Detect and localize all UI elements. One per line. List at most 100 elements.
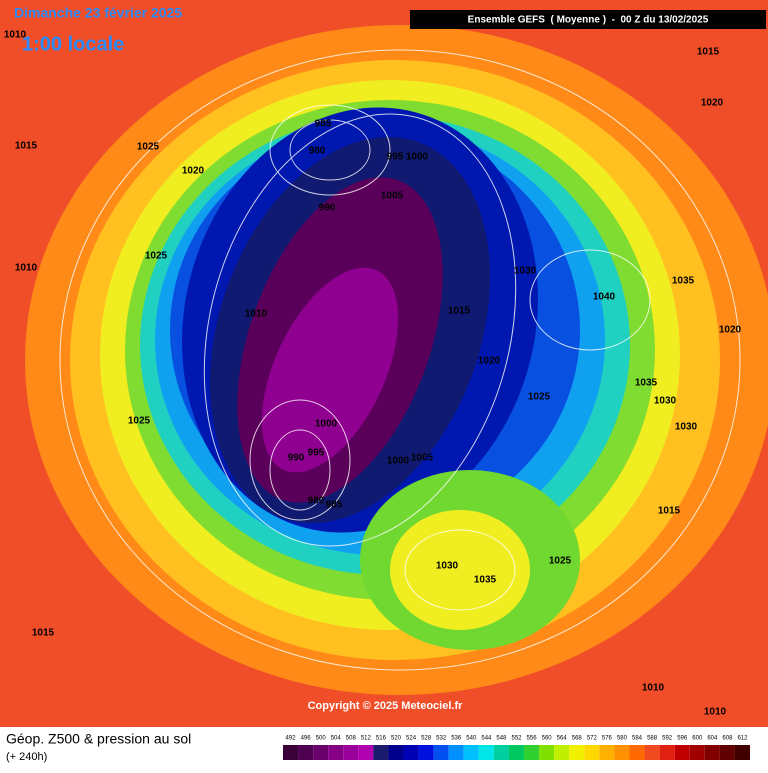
footer-title: Géop. Z500 & pression au sol [6,731,191,747]
legend-swatch [493,745,509,760]
legend-swatch [418,745,434,760]
isobar-label: 1035 [474,575,497,586]
isobar-label: 1010 [4,30,27,41]
isobar-label: 1010 [245,309,268,320]
isobar-label: 980 [309,146,326,157]
legend-label: 532 [436,736,447,742]
isobar-label: 1040 [593,292,616,303]
date-label: Dimanche 23 février 2025 [14,5,182,21]
isobar-label: 1025 [137,142,160,153]
legend-label: 556 [527,736,538,742]
isobar-label: 1005 [411,453,434,464]
isobar-label: 995 [308,448,325,459]
legend-label: 560 [542,736,553,742]
legend-label: 492 [286,736,297,742]
legend-label: 516 [376,736,387,742]
legend-label: 588 [647,736,658,742]
legend-label: 512 [361,736,372,742]
legend-label: 496 [301,736,312,742]
isobar-label: 1010 [704,707,727,718]
legend-label: 592 [662,736,673,742]
isobar-label: 1015 [697,47,720,58]
isobar-label: 1030 [514,266,537,277]
legend-swatch [313,745,329,760]
legend-swatch [478,745,494,760]
legend-label: 536 [451,736,462,742]
legend-label: 604 [707,736,718,742]
legend-swatch [508,745,525,760]
legend-swatch [524,745,540,760]
forecast-lead: (+ 240h) [6,751,47,763]
legend-swatch [448,745,464,760]
legend-swatch [539,745,555,760]
legend-label: 544 [481,736,492,742]
legend-label: 564 [557,736,568,742]
isobar-label: 1000 [406,152,429,163]
isobar-label: 1010 [15,263,38,274]
legend-swatch [283,745,299,760]
legend-swatch [403,745,419,760]
legend-swatch [343,745,359,760]
isobar-label: 1035 [672,276,695,287]
isobar-label: 1015 [15,141,38,152]
isobar-label: 990 [319,203,336,214]
isobar-label: 1015 [658,506,681,517]
header-box [410,10,766,29]
isobar-label: 1020 [182,166,205,177]
legend-label: 504 [331,736,342,742]
legend-swatch [644,745,660,760]
isobar-label: 1000 [387,456,410,467]
legend-swatch [659,745,675,760]
isobar-label: 1020 [701,98,724,109]
isobar-label: 985 [326,500,343,511]
copyright: Copyright © 2025 Meteociel.fr [308,700,464,712]
legend-label: 580 [617,736,628,742]
isobar-label: 1015 [32,628,55,639]
legend-swatch [584,745,600,760]
isobar-label: 985 [315,119,332,130]
legend-label: 576 [602,736,613,742]
isobar-label: 1000 [315,419,338,430]
legend-swatch [554,745,570,760]
legend-swatch [373,745,389,760]
isobar-label: 1005 [381,191,404,202]
legend-label: 568 [572,736,583,742]
isobar-label: 1030 [436,561,459,572]
legend-label: 508 [346,736,357,742]
isobar-label: 1030 [675,422,698,433]
isobar-label: 1020 [719,325,742,336]
legend-swatch [614,745,630,760]
legend-swatch [599,745,615,760]
legend-label: 612 [737,736,748,742]
isobar-label: 990 [288,453,305,464]
isobar-label: 1020 [478,356,501,367]
isobar-label: 1025 [549,556,572,567]
isobar-label: 1025 [528,392,551,403]
legend-swatch [358,745,374,760]
legend-label: 548 [496,736,507,742]
legend-swatch [629,745,645,760]
legend-label: 584 [632,736,643,742]
legend-swatch [689,745,705,760]
model-run: Ensemble GEFS ( Moyenne ) - 00 Z du 13/0… [468,15,709,26]
legend-swatch [298,745,314,760]
legend-label: 524 [406,736,417,742]
legend-swatch [463,745,479,760]
legend-swatch [704,745,720,760]
legend-label: 552 [511,736,522,742]
isobar-label: 1030 [654,396,677,407]
legend-swatch [388,745,404,760]
legend-swatch [734,745,750,760]
legend-label: 500 [316,736,327,742]
legend-label: 608 [722,736,733,742]
legend-label: 540 [466,736,477,742]
legend-label: 596 [677,736,688,742]
isobar-label: 1025 [145,251,168,262]
time-label: 1:00 locale [22,33,124,55]
legend-label: 600 [692,736,703,742]
isobar-label: 1025 [128,416,151,427]
isobar-label: 980 [308,496,325,507]
legend-swatch [433,745,449,760]
